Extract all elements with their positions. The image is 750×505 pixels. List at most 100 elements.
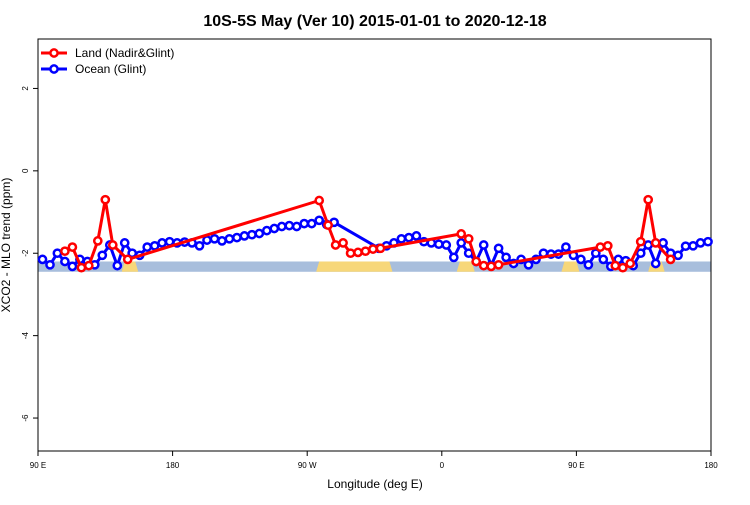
series-1-point-83 [695,238,706,248]
series-1-point-30 [261,225,272,236]
series-0-point-6 [107,240,118,250]
land-band-1 [316,261,393,272]
series-1-point-77 [650,258,661,269]
series-0-point-24 [602,240,613,251]
land-band-0 [121,261,139,272]
series-0-point-20 [478,260,489,271]
series-0-point-10 [330,240,341,250]
series-0-point-3 [83,260,94,271]
series-1-point-10 [112,260,123,271]
series-1-point-0 [37,254,48,265]
land-band-3 [561,261,580,272]
legend-label-0: Land (Nadir&Glint) [75,46,174,60]
series-1-point-65 [561,242,571,252]
series-0-point-18 [463,233,474,244]
series-1-point-15 [149,240,160,251]
series-1-point-33 [284,220,295,231]
series-0-point-7 [122,254,133,265]
series-0-point-5 [100,194,111,205]
series-1-point-32 [276,221,287,232]
series-1-point-57 [501,252,511,263]
series-0-point-9 [323,220,333,231]
series-1-point-54 [478,240,489,250]
land-band-2 [456,261,475,272]
series-0 [60,194,676,273]
x-tick-label-4: 90 E [568,461,584,470]
series-1-point-81 [680,241,691,252]
legend-marker-0 [49,48,59,58]
series-1-point-49 [441,240,452,250]
x-tick-label-1: 180 [166,461,180,470]
series-1-point-51 [456,238,467,248]
series-0-point-0 [60,246,70,257]
y-tick-label-3: -4 [21,332,30,340]
series-1-point-45 [411,231,422,241]
series-1-point-76 [643,240,654,250]
chart-title: 10S-5S May (Ver 10) 2015-01-01 to 2020-1… [203,13,546,30]
series-1-point-69 [590,248,601,259]
legend-label-1: Ocean (Glint) [75,62,146,76]
series-0-point-23 [595,242,606,252]
series-1-point-67 [576,254,586,265]
series-0-point-1 [67,242,78,252]
series-1-point-36 [306,218,317,229]
series-1-point-50 [448,252,459,263]
series-0-point-16 [375,243,386,254]
series-0-point-27 [625,258,636,269]
series-0-point-15 [368,244,378,254]
series-1-point-31 [269,223,280,234]
series-1 [37,215,713,272]
series-1-point-44 [404,232,414,243]
series-0-point-13 [353,247,363,258]
series-1-point-21 [194,240,205,251]
y-axis-label: XCO2 - MLO trend (ppm) [0,178,13,313]
series-1-point-78 [658,238,668,248]
series-1-point-1 [45,259,55,270]
series-0-point-8 [314,195,325,206]
series-0-point-19 [471,256,482,267]
series-1-point-16 [157,238,167,248]
series-1-point-43 [396,233,407,244]
series-1-point-3 [60,256,70,267]
axes: 90 E 180 90 W 0 90 E 180 2 0 -2 -4 -6 [21,38,718,470]
series-1-point-35 [299,218,310,229]
legend-marker-1 [49,64,59,74]
y-tick-label-0: 2 [21,86,30,91]
x-tick-label-2: 90 W [298,461,317,470]
series-1-point-37 [314,215,325,226]
x-tick-label-0: 90 E [30,461,46,470]
series-1-point-29 [254,228,265,239]
series-1-point-56 [493,243,504,254]
series-0-point-14 [360,246,371,257]
series-layer [37,194,713,273]
y-tick-label-2: -2 [21,249,30,257]
series-1-point-25 [224,233,235,244]
y-tick-label-1: 0 [21,168,30,173]
x-tick-label-3: 0 [440,461,445,470]
series-0-point-25 [610,260,621,271]
series-1-point-68 [583,259,594,270]
series-1-point-70 [598,254,609,265]
series-1-point-26 [232,232,242,243]
series-0-point-17 [456,229,467,239]
series-1-point-23 [209,233,220,244]
series-1-point-48 [433,239,444,250]
y-tick-label-4: -6 [21,414,30,422]
x-axis-label: Longitude (deg E) [327,477,422,491]
series-0-point-2 [76,262,87,273]
series-0-point-22 [493,259,504,270]
series-0-point-4 [92,236,103,246]
series-1-point-28 [247,229,257,240]
series-1-point-60 [523,259,534,270]
series-0-point-12 [345,248,356,259]
series-1-point-24 [217,236,227,246]
series-1-point-4 [67,261,78,272]
series-1-point-2 [52,248,63,259]
series-1-point-82 [688,240,698,251]
x-tick-label-5: 180 [704,461,718,470]
series-1-point-80 [673,250,683,261]
series-1-point-84 [703,236,713,247]
series-1-point-14 [142,242,153,252]
